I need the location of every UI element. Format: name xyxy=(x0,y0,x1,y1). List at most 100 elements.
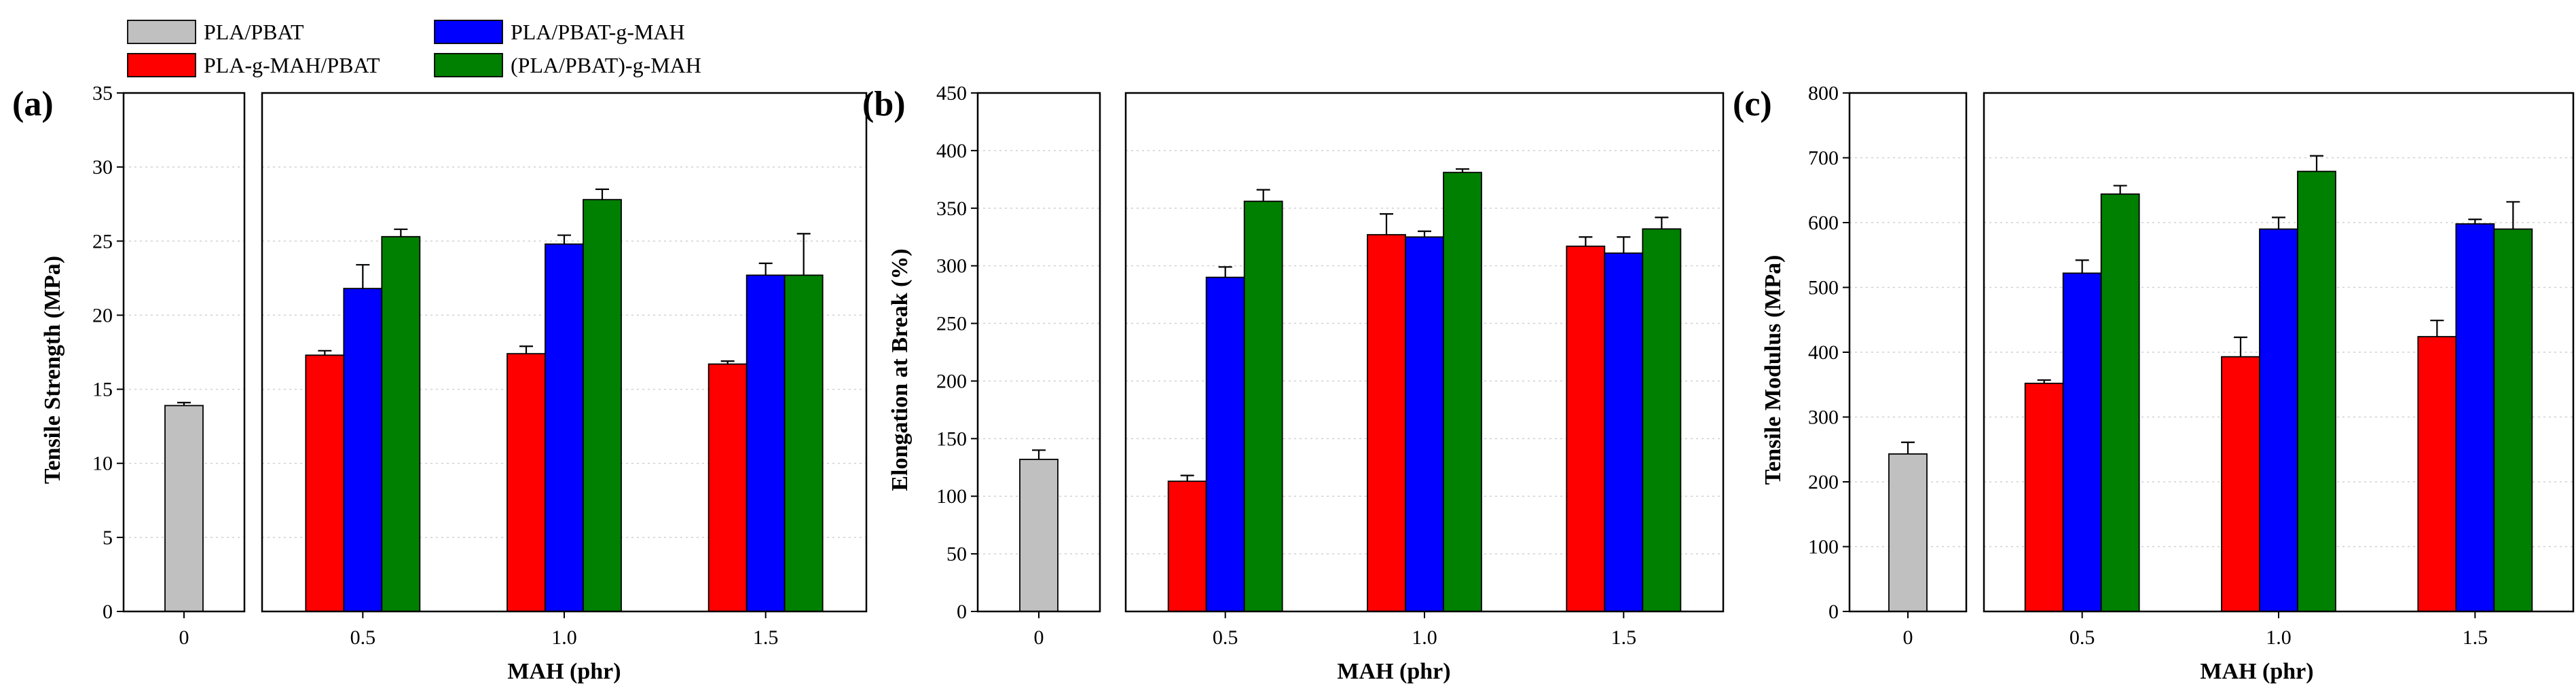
y-tick-label-b-1: 50 xyxy=(946,543,967,565)
plot-frame-main-a xyxy=(261,92,868,613)
plot-frame-baseline-c xyxy=(1848,92,1968,613)
y-tick-label-a-2: 10 xyxy=(92,453,113,475)
bar-c-2-2 xyxy=(2493,228,2533,612)
y-tick-label-a-4: 20 xyxy=(92,304,113,326)
y-tick-label-b-2: 100 xyxy=(936,485,967,508)
bar-c-0-1 xyxy=(2062,272,2102,612)
y-tick-label-c-7: 700 xyxy=(1808,147,1839,170)
legend-swatch-pla-pbat-g-mah-combined xyxy=(434,53,503,77)
error-bar-b-2-0 xyxy=(1579,236,1593,246)
error-bar-b-0-1 xyxy=(1218,266,1232,278)
bar-a-2-2 xyxy=(784,274,824,612)
y-axis-title-c: Tensile Modulus (MPa) xyxy=(1761,255,1786,485)
y-tick-label-c-2: 200 xyxy=(1808,471,1839,493)
legend-label-pla-pbat-g-mah: PLA/PBAT-g-MAH xyxy=(511,20,685,44)
y-tick-label-c-5: 500 xyxy=(1808,277,1839,299)
y-tick-label-a-0: 0 xyxy=(103,601,113,623)
error-bar-c-0-2 xyxy=(2113,185,2127,194)
plot-frame-main-b xyxy=(1124,92,1725,613)
y-tick-label-b-7: 350 xyxy=(936,197,967,220)
bar-b-1-2 xyxy=(1443,172,1482,612)
error-bar-a-0-2 xyxy=(394,228,408,237)
y-tick-label-a-3: 15 xyxy=(92,379,113,401)
legend-swatch-pla-pbat-g-mah xyxy=(434,20,503,44)
bar-c-2-1 xyxy=(2455,223,2495,612)
y-tick-label-a-6: 30 xyxy=(92,156,113,178)
legend-entry-pla-pbat: PLA/PBAT xyxy=(127,20,304,44)
error-bar-a-1-0 xyxy=(519,345,533,354)
y-tick-label-b-5: 250 xyxy=(936,313,967,335)
bar-a-2-1 xyxy=(746,274,786,612)
chart-panel-c: (c) Tensile Modulus (MPa) MAH (phr) 0 100… xyxy=(1733,82,2575,684)
plot-frame-baseline-b xyxy=(976,92,1101,613)
error-bar-a-2-1 xyxy=(758,262,773,276)
error-bar-a-2-2 xyxy=(796,233,811,276)
x-axis-title-c: MAH (phr) xyxy=(2200,659,2313,684)
bar-b-2-1 xyxy=(1604,252,1644,612)
bar-a-2-0 xyxy=(707,363,748,612)
error-bar-c-1-0 xyxy=(2234,336,2247,357)
x-tick-label-b-baseline: 0 xyxy=(1034,626,1044,649)
x-tick-label-c-2: 1.5 xyxy=(2463,626,2488,649)
y-tick-label-a-5: 25 xyxy=(92,230,113,252)
y-axis-title-a: Tensile Strength (MPa) xyxy=(40,256,65,484)
y-tick-label-b-8: 400 xyxy=(936,140,967,162)
x-tick-label-c-1: 1.0 xyxy=(2266,626,2292,649)
plot-frame-baseline-a xyxy=(122,92,246,613)
bar-b-1-1 xyxy=(1405,236,1444,612)
bar-c-1-1 xyxy=(2259,228,2298,612)
error-bar-b-2-2 xyxy=(1655,216,1669,229)
error-bar-c-1-2 xyxy=(2310,155,2323,172)
bar-c-1-2 xyxy=(2297,170,2336,612)
y-tick-label-a-1: 5 xyxy=(103,527,113,549)
legend-entry-pla-pbat-g-mah: PLA/PBAT-g-MAH xyxy=(434,20,685,44)
bar-a-0-2 xyxy=(381,235,421,612)
plot-frame-main-c xyxy=(1983,92,2575,613)
bar-b-0-0 xyxy=(1167,480,1207,612)
y-tick-label-c-4: 400 xyxy=(1808,341,1839,364)
error-bar-c-0-0 xyxy=(2037,379,2051,383)
bar-a-1-2 xyxy=(583,199,622,612)
y-tick-label-c-1: 100 xyxy=(1808,536,1839,559)
bar-c-2-0 xyxy=(2417,336,2457,612)
bar-a-1-0 xyxy=(507,353,546,612)
legend-label-pla-pbat-g-mah-combined: (PLA/PBAT)-g-MAH xyxy=(511,53,701,77)
error-bar-b-1-2 xyxy=(1456,168,1469,173)
y-tick-label-b-0: 0 xyxy=(957,601,967,623)
error-bar-a-1-1 xyxy=(557,234,571,244)
x-axis-title-b: MAH (phr) xyxy=(1337,659,1450,684)
panel-label-b: (b) xyxy=(862,85,906,124)
y-tick-label-c-8: 800 xyxy=(1808,82,1839,105)
bar-c-0-2 xyxy=(2100,193,2140,612)
y-tick-label-b-3: 150 xyxy=(936,428,967,450)
y-tick-label-c-3: 300 xyxy=(1808,407,1839,429)
legend-label-pla-pbat: PLA/PBAT xyxy=(204,20,304,44)
error-bar-b-1-1 xyxy=(1418,230,1431,238)
bar-a-0-0 xyxy=(305,354,345,612)
chart-panel-a: (a) Tensile Strength (MPa) MAH (phr) 0 5 1… xyxy=(12,82,868,684)
bar-c-baseline xyxy=(1888,453,1928,612)
error-bar-c-1-1 xyxy=(2272,216,2285,229)
panel-label-c: (c) xyxy=(1733,85,1772,124)
y-tick-label-b-4: 200 xyxy=(936,370,967,392)
error-bar-c-baseline xyxy=(1901,441,1915,454)
y-axis-title-b: Elongation at Break (%) xyxy=(887,248,913,491)
y-tick-label-a-7: 35 xyxy=(92,82,113,105)
bar-c-1-0 xyxy=(2221,356,2260,612)
error-bar-b-0-2 xyxy=(1256,189,1270,202)
x-tick-label-b-2: 1.5 xyxy=(1611,626,1637,649)
y-tick-label-b-9: 450 xyxy=(936,82,967,105)
x-tick-label-b-0: 0.5 xyxy=(1213,626,1238,649)
panel-label-a: (a) xyxy=(12,85,54,124)
x-tick-label-a-baseline: 0 xyxy=(179,626,189,649)
error-bar-b-0-0 xyxy=(1180,474,1194,482)
chart-panel-b: (b) Elongation at Break (%) MAH (phr) 0 5… xyxy=(862,82,1725,684)
error-bar-a-1-2 xyxy=(595,188,609,200)
bar-b-0-1 xyxy=(1205,276,1245,612)
x-tick-label-a-0: 0.5 xyxy=(350,626,376,649)
error-bar-c-2-0 xyxy=(2430,320,2444,337)
bar-c-0-0 xyxy=(2024,382,2064,612)
x-tick-label-a-1: 1.0 xyxy=(551,626,577,649)
x-axis-title-a: MAH (phr) xyxy=(507,659,621,684)
